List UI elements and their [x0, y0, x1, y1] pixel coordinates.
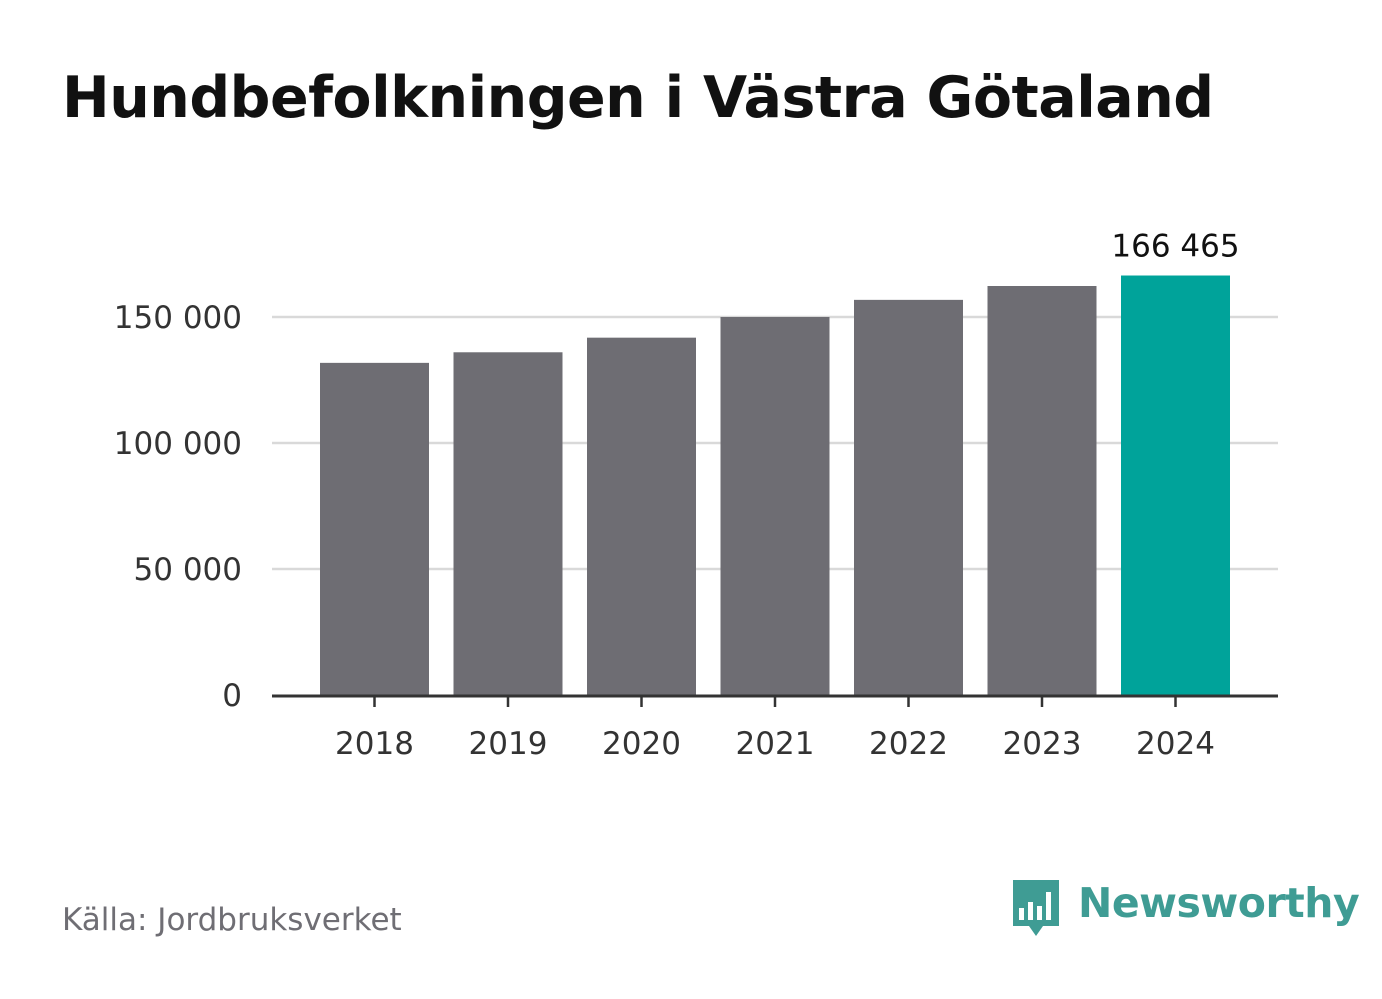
bar-2021	[720, 317, 830, 695]
chart-title: Hundbefolkningen i Västra Götaland	[62, 65, 1214, 131]
bar-2024	[1121, 275, 1230, 695]
x-tick-label: 2021	[736, 726, 815, 762]
y-tick-label: 100 000	[114, 426, 242, 462]
bar-chart-speech-bubble-icon	[1013, 880, 1059, 936]
data-label: 166 465	[1111, 229, 1239, 265]
bar-2018	[320, 362, 429, 695]
brand-logo: Newsworthy	[1011, 878, 1360, 942]
x-tick-label: 2024	[1136, 726, 1215, 762]
bar-2023	[987, 286, 1097, 695]
brand-name: Newsworthy	[1078, 879, 1360, 927]
x-tick-label: 2022	[869, 726, 948, 762]
x-tick-label: 2019	[469, 726, 548, 762]
x-tick-label: 2023	[1003, 726, 1082, 762]
y-tick-label: 50 000	[134, 552, 242, 588]
y-tick-label: 150 000	[114, 300, 242, 336]
source-note: Källa: Jordbruksverket	[62, 902, 402, 938]
x-axis: 2018 2019 2020 2021 2022 2023 2024	[272, 694, 1278, 762]
bar-2020	[587, 337, 696, 695]
y-tick-label: 0	[222, 678, 242, 714]
x-tick-label: 2018	[335, 726, 414, 762]
bar-2022	[854, 299, 963, 695]
bars	[320, 275, 1230, 695]
y-axis-labels: 0 50 000 100 000 150 000	[114, 300, 242, 714]
data-labels: 166 465	[1111, 229, 1239, 265]
x-tick-label: 2020	[602, 726, 681, 762]
bar-2019	[453, 352, 563, 695]
